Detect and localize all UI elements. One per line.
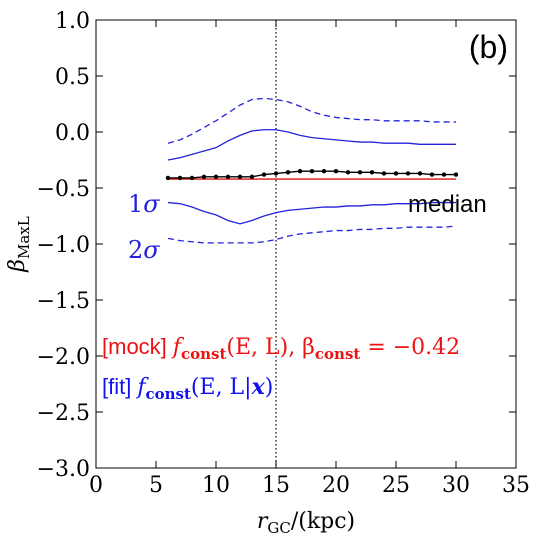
median-point (213, 174, 219, 179)
x-tick-label: 5 (149, 473, 163, 498)
median-point (333, 169, 339, 174)
ticks-layer: 0 5 10 15 20 25 30 35 1.0 0.5 0.0 −0.5 −1.0 −1.5 −2.0 −… (37, 9, 530, 498)
median-point (381, 171, 387, 176)
x-tick-label: 35 (502, 473, 530, 498)
x-tick-label: 0 (89, 473, 103, 498)
median-point (261, 172, 267, 177)
x-axis-title: rGC/(kpc) (257, 509, 355, 537)
median-point (165, 175, 171, 181)
x-tick-label: 30 (442, 473, 470, 498)
fit-annotation: [fit] fconst(E, L|x) (102, 374, 273, 403)
y-tick-label: 1.0 (55, 9, 90, 34)
median-label: median (408, 191, 487, 218)
median-point (369, 170, 375, 175)
y-axis-title: βMaxL (5, 216, 33, 272)
one-sigma-label: 1σ (128, 190, 160, 218)
x-tick-label: 15 (262, 473, 290, 498)
median-point (405, 171, 411, 176)
median-point (321, 169, 327, 174)
one-sigma-line (167, 201, 456, 225)
median-point (357, 170, 363, 175)
median-point (177, 175, 183, 181)
x-tick-label: 20 (322, 473, 350, 498)
median-point (273, 171, 279, 176)
y-tick-label: −2.5 (37, 401, 90, 426)
median-point (309, 169, 315, 174)
y-tick-label: −2.0 (37, 345, 90, 370)
median-point (417, 171, 423, 176)
two-sigma-line (167, 225, 457, 244)
median-point (345, 170, 351, 175)
one-sigma-line (167, 129, 456, 161)
median-point (237, 174, 243, 179)
x-tick-label: 25 (382, 473, 410, 498)
x-tick-label: 10 (202, 473, 230, 498)
two-sigma-label: 2σ (128, 236, 160, 264)
median-point (429, 172, 435, 177)
y-tick-label: 0.0 (55, 121, 90, 146)
median-point (249, 174, 255, 179)
mock-annotation: [mock] fconst(E, L), βconst = −0.42 (102, 334, 460, 363)
median-point (441, 172, 447, 177)
median-point (189, 175, 195, 181)
median-point (297, 169, 303, 174)
y-tick-label: −1.0 (37, 233, 90, 258)
median-point (393, 171, 399, 176)
y-tick-label: −0.5 (37, 177, 90, 202)
two-sigma-line (167, 97, 456, 144)
y-tick-label: 0.5 (55, 65, 90, 90)
median-point (285, 170, 291, 175)
median-point (453, 172, 459, 177)
median-point (225, 174, 231, 179)
median-point (201, 174, 207, 179)
panel-label: (b) (469, 29, 508, 65)
y-tick-label: −1.5 (37, 289, 90, 314)
y-tick-label: −3.0 (37, 457, 90, 482)
series-layer (165, 20, 459, 468)
